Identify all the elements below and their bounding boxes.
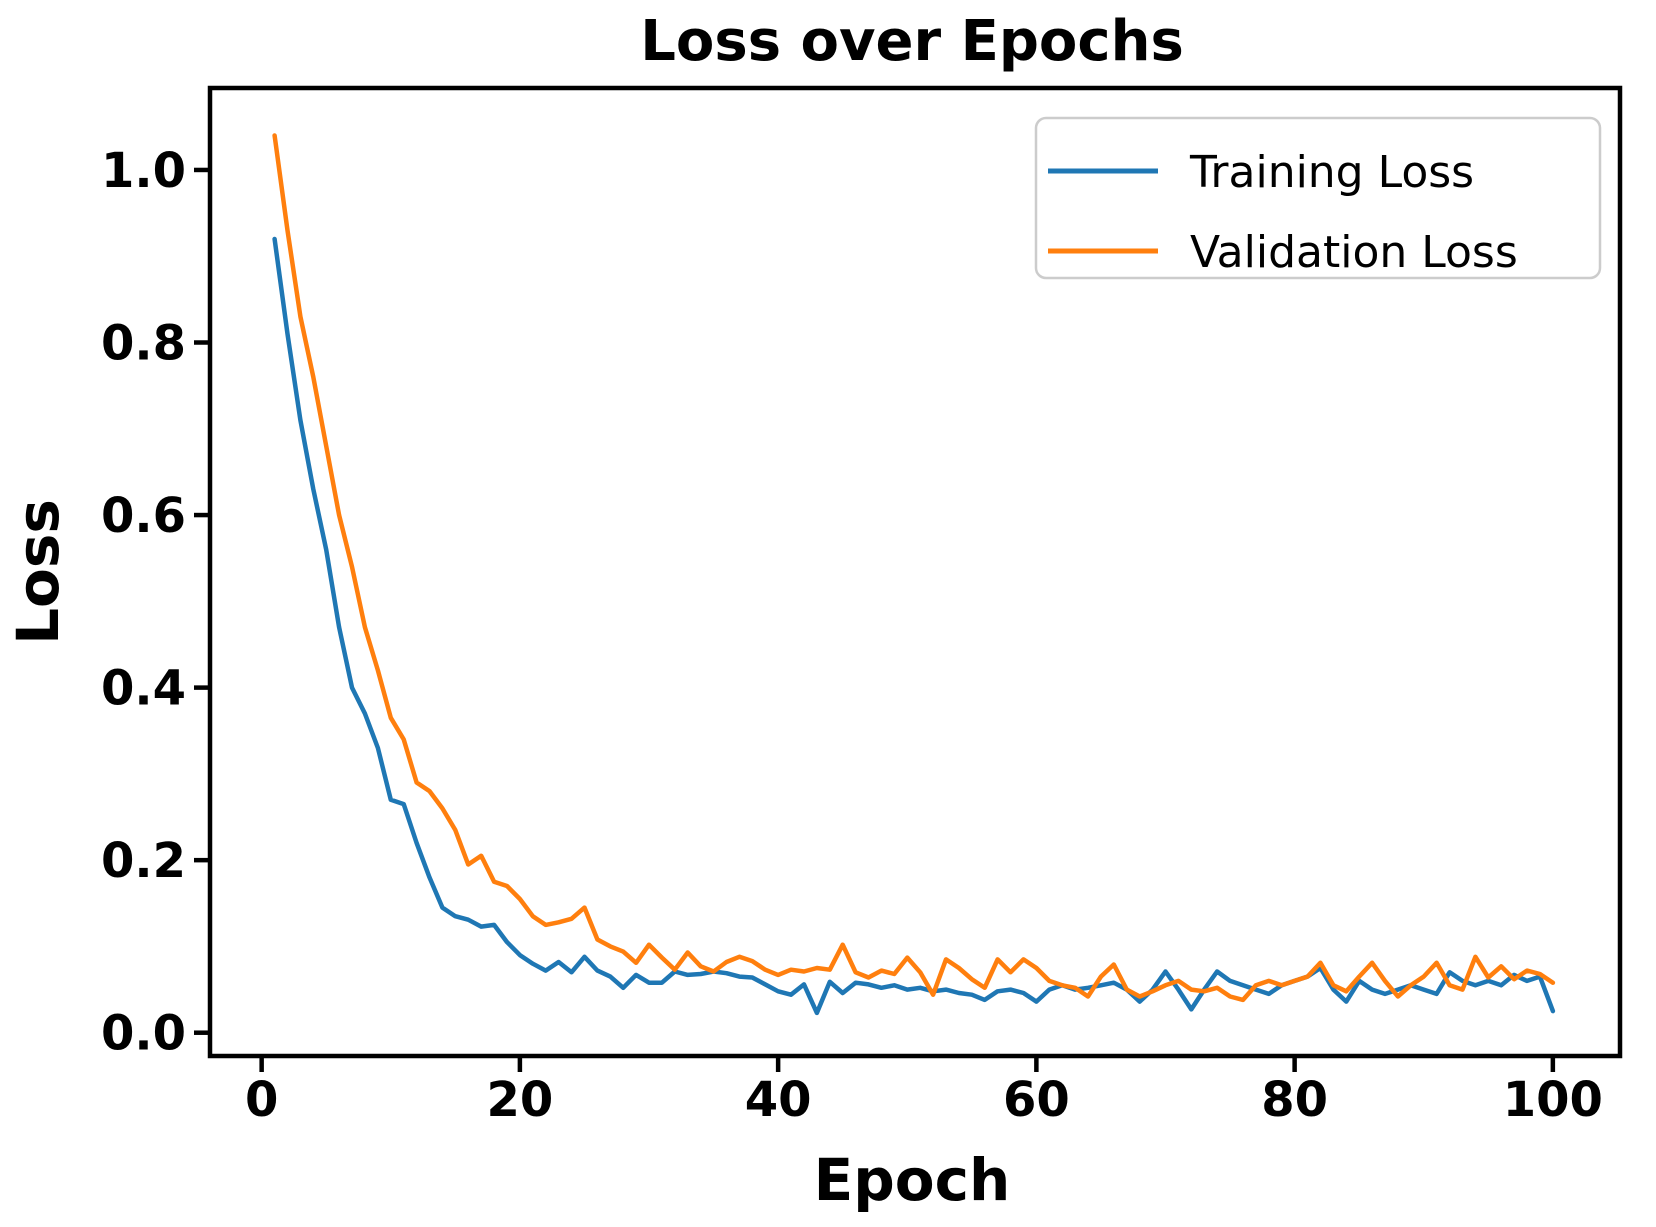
validation-loss-line [272,133,1556,1003]
axes-spines [207,85,1623,1059]
y-tick-label: 0.8 [101,316,186,372]
y-axis-label: Loss [4,499,72,645]
x-tick-label: 60 [1003,1072,1070,1128]
plot-area: 0 20 40 60 80 100 0.0 0.2 0.4 0.6 0.8 1.0 [101,85,1623,1128]
x-axis-label: Epoch [814,1146,1011,1214]
chart-title: Loss over Epochs [640,9,1184,74]
y-tick-label: 0.2 [101,833,186,889]
x-tick-label: 80 [1261,1072,1328,1128]
training-loss-line [272,236,1556,1016]
x-tick-label: 0 [245,1072,278,1128]
y-tick-label: 1.0 [101,143,186,199]
legend-validation-label: Validation Loss [1190,227,1518,278]
x-tick-label: 40 [745,1072,812,1128]
y-tick-label: 0.6 [101,488,186,544]
legend-box [1034,116,1602,280]
x-tick-label: 100 [1503,1072,1603,1128]
y-tick-label: 0.4 [101,661,186,717]
legend-training-label: Training Loss [1189,147,1474,198]
legend: Training Loss Validation Loss [1034,116,1602,280]
x-tick-label: 20 [486,1072,553,1128]
y-tick-label: 0.0 [101,1006,186,1062]
